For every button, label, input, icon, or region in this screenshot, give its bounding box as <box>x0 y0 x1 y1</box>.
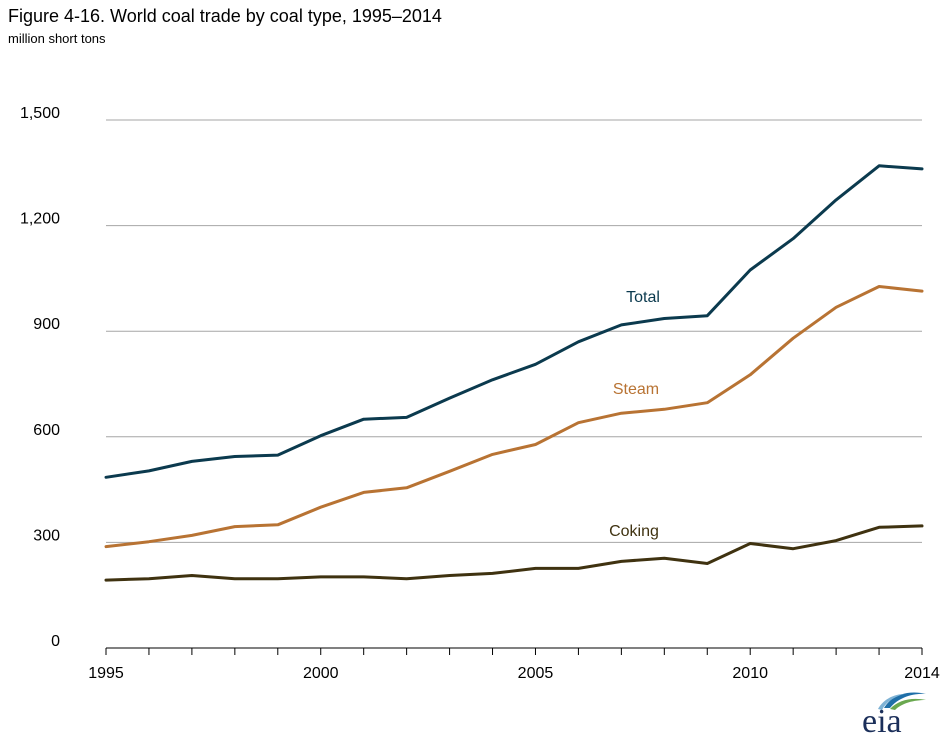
x-tick-label: 1995 <box>88 665 124 682</box>
x-tick-label: 2014 <box>904 665 940 682</box>
x-tick-label: 2005 <box>518 665 554 682</box>
gridlines <box>106 119 922 543</box>
x-tick-label: 2000 <box>303 665 339 682</box>
y-tick-label: 900 <box>33 316 60 333</box>
series-labels: Total Steam Coking <box>609 289 660 540</box>
chart-title: Figure 4-16. World coal trade by coal ty… <box>8 6 442 26</box>
x-axis <box>105 647 923 655</box>
series-line-coking <box>104 524 924 582</box>
logo-swoosh-blue <box>884 692 926 708</box>
y-axis-tick-labels: 0 300 600 900 1,200 1,500 <box>20 105 60 650</box>
series-label-steam: Steam <box>613 381 659 398</box>
y-tick-label: 300 <box>33 527 60 544</box>
logo-swoosh-green <box>890 698 926 710</box>
y-tick-label: 1,200 <box>20 211 60 228</box>
chart-subtitle: million short tons <box>8 31 106 46</box>
series-label-total: Total <box>626 289 660 306</box>
series-label-coking: Coking <box>609 523 659 540</box>
y-tick-label: 600 <box>33 422 60 439</box>
svg-text:eia: eia <box>862 703 902 738</box>
series-lines <box>104 164 924 582</box>
series-line-total <box>104 164 924 479</box>
series-line-steam <box>104 285 924 549</box>
y-tick-label: 1,500 <box>20 105 60 122</box>
y-tick-label: 0 <box>51 633 60 650</box>
logo-swoosh-lightblue <box>878 694 904 710</box>
x-axis-tick-labels: 1995 2000 2005 2010 2014 <box>88 665 940 682</box>
eia-logo: eia <box>862 692 926 738</box>
x-tick-label: 2010 <box>732 665 768 682</box>
